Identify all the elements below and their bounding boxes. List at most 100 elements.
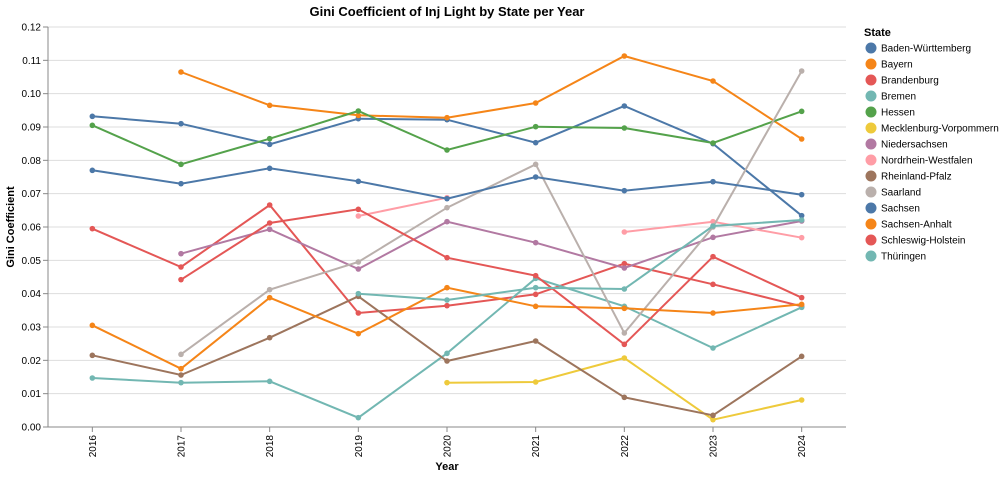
series-schleswig-holstein [178, 206, 805, 348]
data-point-saarland [798, 68, 805, 74]
x-axis-title: Year [435, 461, 459, 473]
legend-item-baden-w-rttemberg[interactable]: Baden-Württemberg [865, 42, 972, 55]
data-point-hessen [710, 140, 716, 146]
legend-item-bayern[interactable]: Bayern [865, 58, 913, 71]
data-point-nordrhein-westfalen [798, 234, 805, 241]
data-point-bayern [178, 69, 184, 75]
data-point-sachsen-anhalt [532, 303, 539, 310]
data-point-th-ringen [621, 286, 628, 292]
data-point-sachsen-anhalt [621, 305, 628, 312]
legend-item-mecklenburg-vorpommern[interactable]: Mecklenburg-Vorpommern [865, 122, 999, 135]
data-point-nordrhein-westfalen [355, 213, 362, 219]
series-sachsen-anhalt [89, 284, 805, 372]
legend-symbol [865, 170, 877, 182]
legend-item-saarland[interactable]: Saarland [865, 186, 922, 199]
data-point-sachsen [266, 165, 273, 172]
x-tick-label: 2016 [88, 435, 99, 458]
legend-label: Baden-Württemberg [881, 44, 971, 55]
data-point-hessen [444, 147, 450, 153]
legend-item-brandenburg[interactable]: Brandenburg [865, 74, 939, 87]
y-tick-label: 0.10 [22, 89, 42, 100]
legend-item-nordrhein-westfalen[interactable]: Nordrhein-Westfalen [865, 154, 973, 167]
data-point-saarland [532, 161, 539, 168]
legend-symbol [865, 202, 877, 214]
data-point-sachsen-anhalt [444, 284, 450, 291]
y-tick-label: 0.07 [22, 189, 42, 200]
y-tick-label: 0.03 [22, 323, 42, 334]
legend-item-th-ringen[interactable]: Thüringen [865, 250, 927, 263]
data-point-schleswig-holstein [178, 276, 184, 283]
legend-symbol [865, 218, 877, 230]
data-point-th-ringen [444, 297, 450, 303]
data-point-bremen [355, 414, 362, 421]
legend-label: Niedersachsen [881, 140, 948, 151]
data-point-sachsen-anhalt [710, 310, 716, 316]
data-point-niedersachsen [710, 234, 716, 241]
legend-item-niedersachsen[interactable]: Niedersachsen [865, 138, 948, 151]
legend-symbol [865, 186, 877, 198]
data-point-nordrhein-westfalen [621, 229, 628, 235]
legend-symbol [865, 106, 877, 118]
data-point-niedersachsen [621, 265, 628, 271]
y-tick-label: 0.02 [22, 356, 42, 367]
series-line-nordrhein-westfalen [358, 196, 448, 217]
data-point-niedersachsen [444, 218, 450, 225]
legend-label: Saarland [881, 188, 921, 199]
legend: State Baden-Württemberg Bayern Brandenburg… [864, 27, 999, 263]
data-point-bremen [266, 378, 273, 385]
legend-title: State [864, 27, 891, 39]
x-tick-label: 2024 [797, 435, 808, 458]
data-point-hessen [266, 135, 273, 142]
y-tick-label: 0.05 [22, 256, 42, 267]
data-point-rheinland-pfalz [621, 394, 628, 401]
legend-item-sachsen[interactable]: Sachsen [865, 202, 920, 215]
data-point-sachsen-anhalt [798, 301, 805, 308]
data-point-baden-w-rttemberg [89, 113, 96, 120]
legend-label: Sachsen [881, 204, 920, 215]
data-point-brandenburg [621, 260, 628, 267]
data-point-sachsen-anhalt [266, 294, 273, 301]
legend-label: Mecklenburg-Vorpommern [881, 124, 999, 135]
y-tick-label: 0.01 [22, 389, 42, 400]
data-point-saarland [178, 351, 184, 358]
data-point-sachsen [532, 174, 539, 180]
y-tick-label: 0.11 [22, 56, 41, 67]
data-point-brandenburg [532, 291, 539, 298]
data-point-th-ringen [798, 217, 805, 223]
data-point-sachsen [355, 178, 362, 185]
legend-label: Thüringen [881, 252, 926, 263]
series-line-bayern [180, 54, 803, 140]
legend-item-sachsen-anhalt[interactable]: Sachsen-Anhalt [865, 218, 952, 231]
data-point-bayern [798, 136, 805, 142]
chart-title: Gini Coefficient of Inj Light by State p… [310, 4, 585, 19]
data-point-brandenburg [266, 202, 273, 208]
data-point-brandenburg [89, 225, 96, 232]
legend-item-schleswig-holstein[interactable]: Schleswig-Holstein [865, 234, 966, 247]
data-point-schleswig-holstein [355, 206, 362, 213]
data-point-schleswig-holstein [444, 254, 450, 261]
data-point-mecklenburg-vorpommern [532, 379, 539, 385]
y-tick-label: 0.12 [22, 23, 42, 34]
plot-area [89, 53, 805, 423]
legend-item-bremen[interactable]: Bremen [865, 90, 917, 103]
series-line-mecklenburg-vorpommern [446, 356, 802, 421]
data-point-baden-w-rttemberg [621, 103, 628, 109]
legend-symbol [865, 234, 877, 246]
data-point-sachsen-anhalt [178, 365, 184, 372]
data-point-brandenburg [178, 264, 184, 270]
data-point-sachsen [798, 191, 805, 198]
legend-symbol [865, 74, 877, 86]
data-point-rheinland-pfalz [532, 338, 539, 344]
data-point-brandenburg [710, 281, 716, 288]
data-point-sachsen [89, 167, 96, 174]
data-point-hessen [89, 122, 96, 129]
data-point-brandenburg [355, 310, 362, 316]
legend-item-rheinland-pfalz[interactable]: Rheinland-Pfalz [865, 170, 952, 183]
data-point-hessen [532, 123, 539, 130]
legend-label: Sachsen-Anhalt [881, 220, 952, 231]
data-point-schleswig-holstein [266, 220, 273, 226]
data-point-th-ringen [710, 223, 716, 229]
legend-item-hessen[interactable]: Hessen [865, 106, 915, 119]
data-point-hessen [621, 125, 628, 131]
axes: 0.00 0.01 0.02 0.03 0.04 0.05 0.06 0.07 0.08 0.09… [22, 23, 846, 458]
